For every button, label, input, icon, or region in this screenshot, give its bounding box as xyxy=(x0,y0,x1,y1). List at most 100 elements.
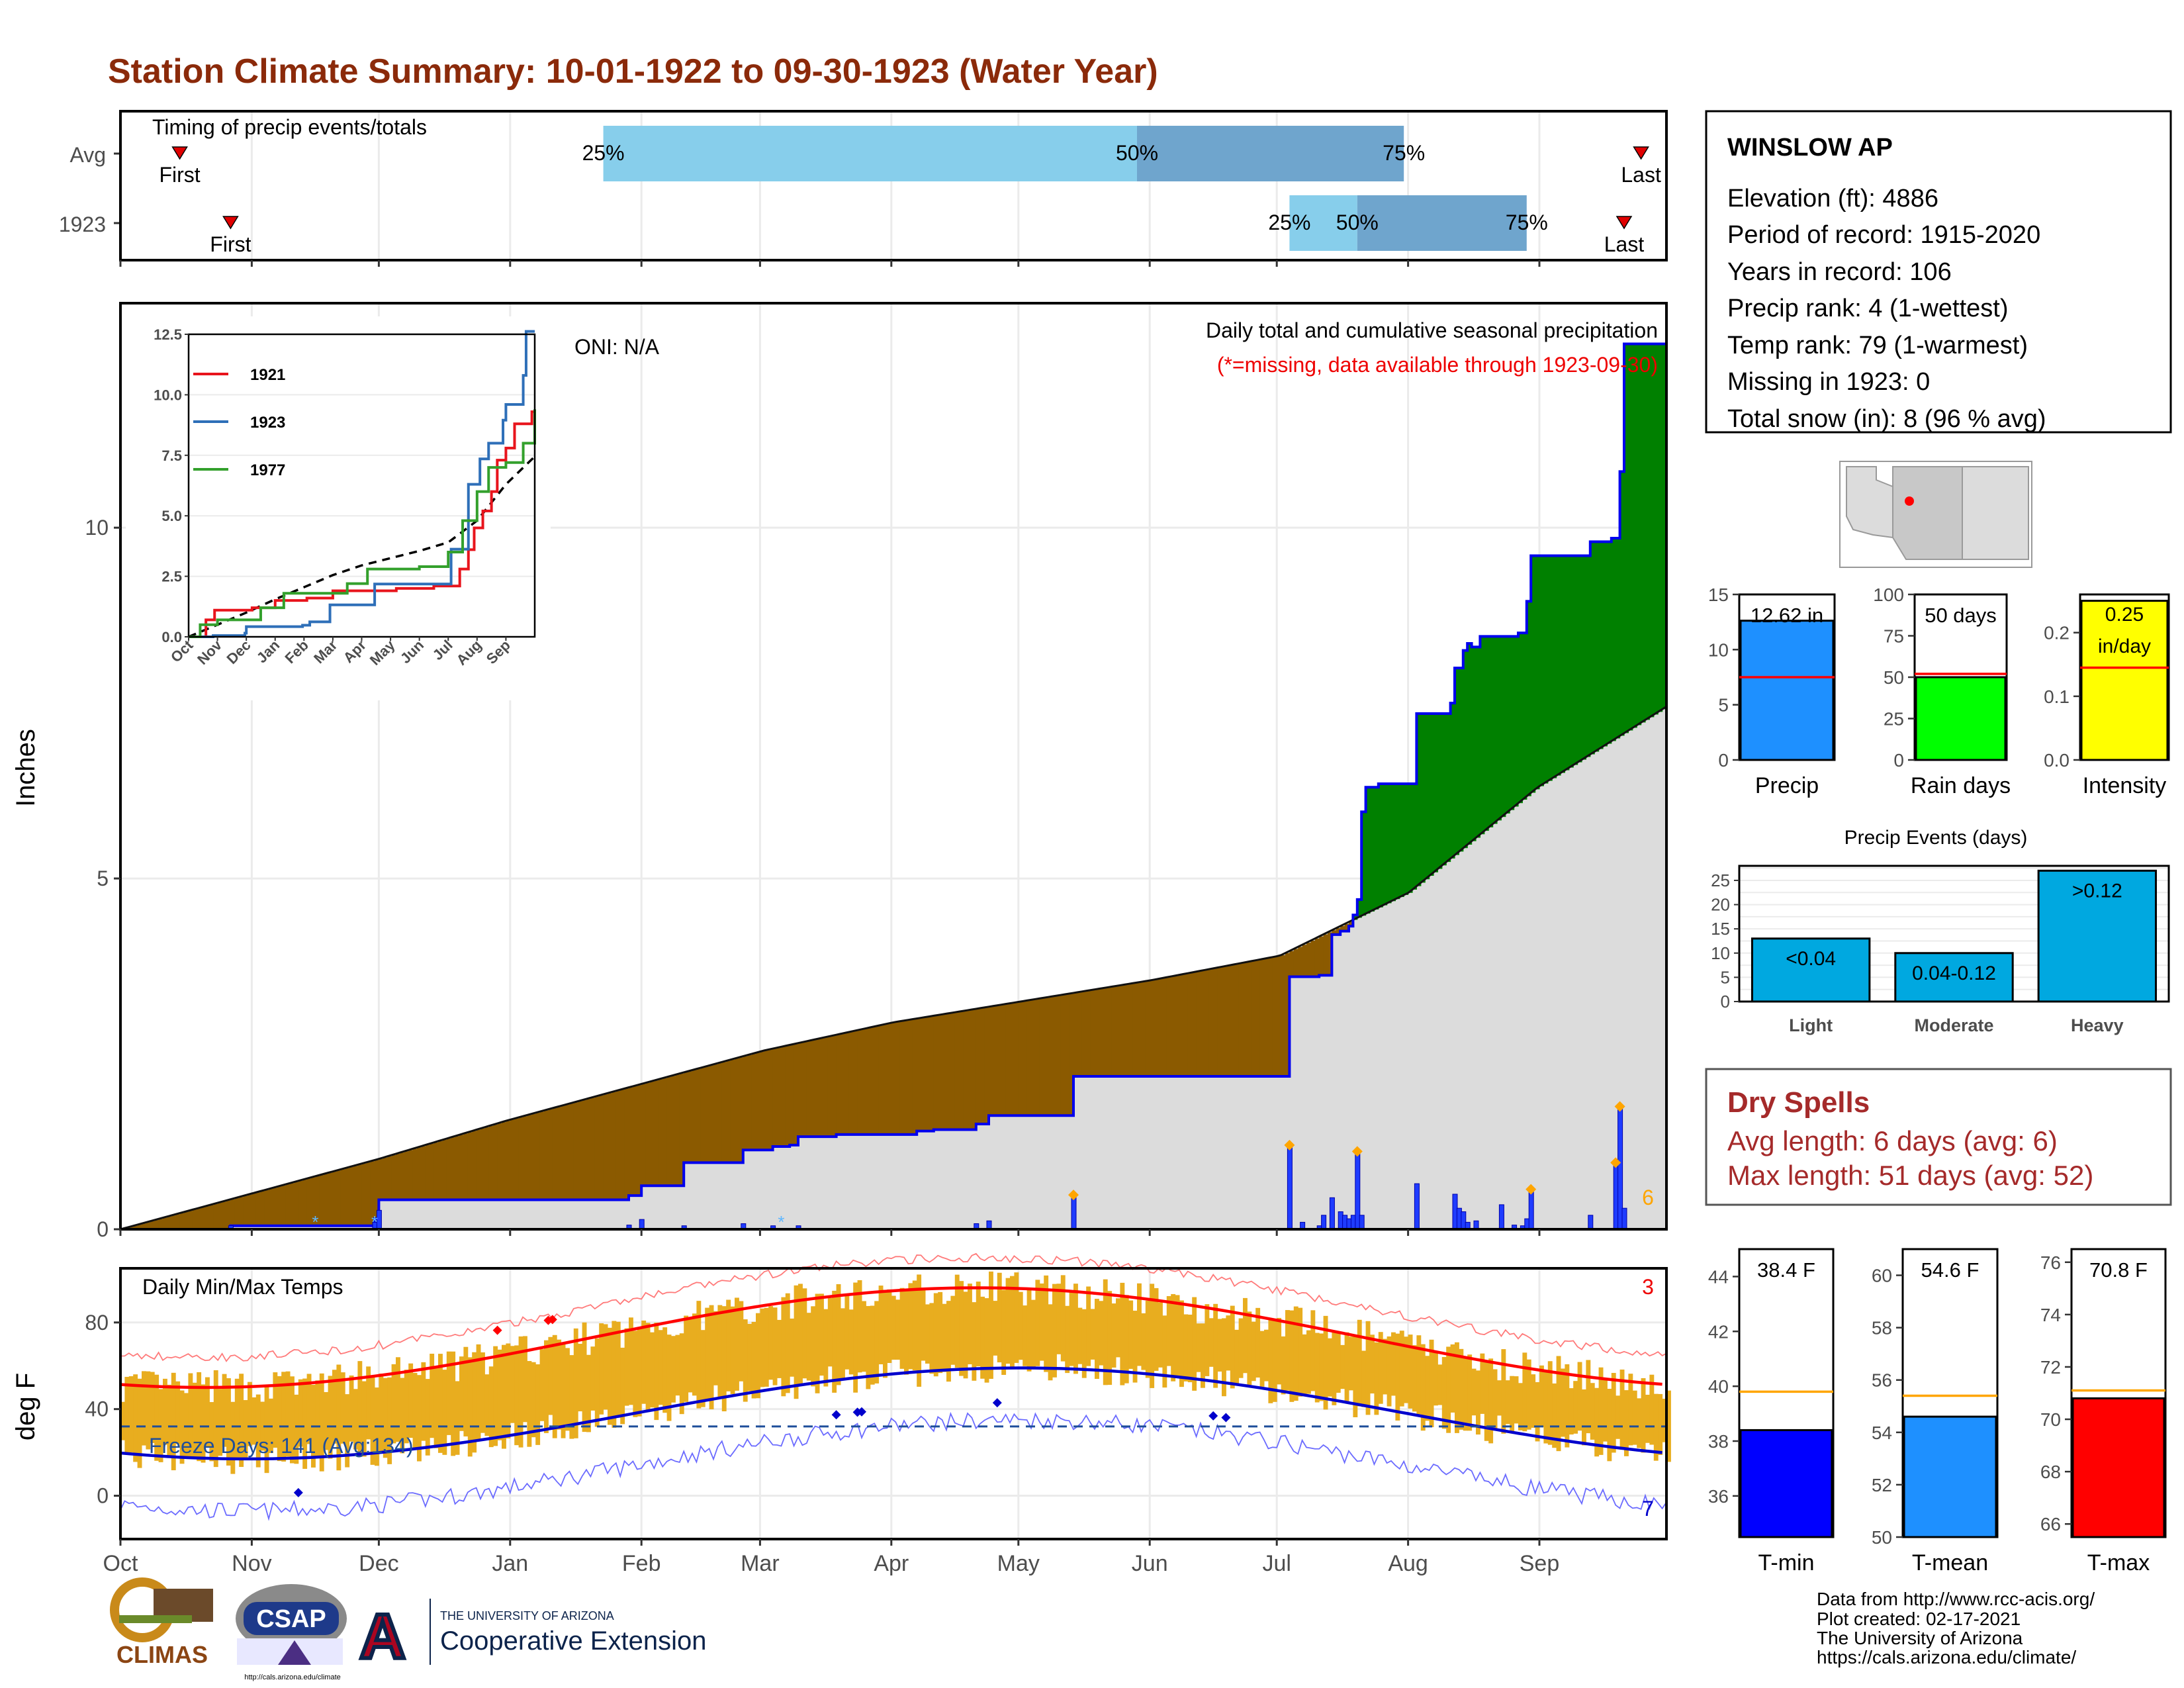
deficit-band xyxy=(451,1137,456,1200)
daily-temp-bar xyxy=(760,1308,765,1387)
inset-y-tick-label: 7.5 xyxy=(161,447,182,464)
surplus-band xyxy=(1395,783,1400,900)
deficit-band xyxy=(1251,961,1256,1076)
daily-temp-bar xyxy=(1412,1345,1417,1412)
inset-legend-label: 1921 xyxy=(250,366,285,384)
daily-temp-bar xyxy=(1556,1356,1561,1452)
station-name: WINSLOW AP xyxy=(1727,134,1893,162)
deficit-band xyxy=(1014,1002,1019,1116)
deficit-band xyxy=(332,1171,337,1226)
daily-temp-bar xyxy=(565,1348,570,1431)
deficit-band xyxy=(1023,1001,1028,1116)
deficit-band xyxy=(700,1068,705,1163)
daily-temp-bar xyxy=(989,1271,993,1379)
station-snow: Total snow (in): 8 (96 % avg) xyxy=(1727,405,2046,433)
daily-temp-bar xyxy=(518,1336,523,1448)
precip-y-axis-title: Inches xyxy=(11,729,40,807)
last-event-label: Last xyxy=(1604,232,1645,256)
rain-days-y-tick-label: 50 xyxy=(1884,667,1904,688)
daily-temp-bar xyxy=(455,1381,460,1455)
deficit-band xyxy=(408,1150,414,1200)
daily-temp-bar xyxy=(848,1309,854,1375)
deficit-band xyxy=(1201,970,1205,1076)
daily-temp-bar xyxy=(1526,1359,1531,1430)
deficit-band xyxy=(1154,979,1159,1076)
daily-temp-bar xyxy=(1441,1356,1447,1429)
daily-max-marker xyxy=(1068,1190,1079,1201)
daily-temp-bar xyxy=(1349,1336,1353,1391)
precip-y-tick-label: 10 xyxy=(85,516,109,539)
deficit-band xyxy=(1026,1000,1032,1116)
deficit-band xyxy=(658,1079,663,1186)
max-precip-count: 6 xyxy=(1642,1186,1654,1209)
deficit-band xyxy=(1103,988,1108,1076)
events-y-tick-label: 0 xyxy=(1721,992,1730,1011)
deficit-band xyxy=(1285,953,1290,1076)
daily-temp-bar xyxy=(1594,1387,1600,1457)
deficit-band xyxy=(353,1166,358,1226)
daily-temp-bar xyxy=(1060,1275,1066,1362)
daily-temp-bar xyxy=(1141,1313,1146,1370)
deficit-band xyxy=(366,1162,371,1226)
deficit-band xyxy=(548,1109,553,1200)
daily-temp-bar xyxy=(1044,1275,1049,1372)
surplus-band xyxy=(1450,703,1455,859)
daily-max-marker xyxy=(1525,1184,1537,1195)
deficit-band xyxy=(1226,966,1231,1076)
daily-temp-bar xyxy=(624,1328,629,1406)
deficit-band xyxy=(234,1197,240,1226)
deficit-band xyxy=(226,1200,231,1229)
surplus-band xyxy=(1603,541,1608,747)
temp-y-tick-label: 40 xyxy=(85,1397,109,1421)
climas-logo: CLIMAS xyxy=(110,1577,213,1668)
deficit-band xyxy=(1162,978,1167,1076)
daily-temp-bar xyxy=(959,1281,964,1376)
daily-precip-bar xyxy=(1287,1145,1293,1230)
deficit-band xyxy=(781,1047,786,1147)
daily-temp-bar xyxy=(1535,1382,1540,1442)
daily-temp-bar xyxy=(1293,1306,1298,1401)
deficit-band xyxy=(412,1149,418,1200)
credit-data-source: Data from http://www.rcc-acis.org/ xyxy=(1817,1589,2095,1609)
daily-temp-bar xyxy=(794,1285,799,1399)
daily-temp-bar xyxy=(713,1311,718,1385)
timing-p50-label: 50% xyxy=(1336,211,1379,234)
deficit-band xyxy=(921,1017,926,1131)
daily-temp-bar xyxy=(612,1321,617,1428)
climatology-line xyxy=(120,706,1667,1231)
daily-temp-bar xyxy=(1408,1335,1413,1409)
deficit-band xyxy=(1065,994,1070,1116)
deficit-band xyxy=(1213,968,1218,1076)
tmin-y-tick-label: 44 xyxy=(1708,1266,1729,1287)
deficit-band xyxy=(184,1211,189,1229)
ua-a-mark: A xyxy=(359,1601,405,1672)
deficit-band xyxy=(866,1028,871,1135)
daily-temp-bar xyxy=(832,1290,837,1393)
daily-temp-bar xyxy=(315,1380,320,1458)
deficit-band xyxy=(938,1015,943,1130)
daily-temp-bar xyxy=(1319,1333,1324,1401)
daily-temp-bar xyxy=(1476,1370,1480,1435)
daily-temp-bar xyxy=(1471,1368,1477,1416)
deficit-band xyxy=(527,1115,532,1200)
daily-temp-bar xyxy=(1230,1305,1235,1389)
inset-y-tick-label: 5.0 xyxy=(161,508,182,524)
deficit-band xyxy=(171,1215,176,1229)
deficit-band xyxy=(1124,984,1129,1076)
deficit-band xyxy=(324,1174,329,1226)
deficit-band xyxy=(1166,977,1171,1076)
daily-temp-bar xyxy=(502,1344,506,1449)
tmean-y-tick-label: 56 xyxy=(1872,1370,1892,1391)
surplus-band xyxy=(1437,714,1443,869)
daily-temp-bar xyxy=(527,1361,532,1447)
daily-temp-bar xyxy=(1374,1342,1379,1415)
daily-temp-bar xyxy=(1577,1362,1582,1431)
surplus-band xyxy=(1455,668,1459,855)
deficit-band xyxy=(819,1038,824,1137)
deficit-band xyxy=(539,1111,545,1200)
deficit-band xyxy=(692,1070,697,1163)
daily-temp-bar xyxy=(1175,1295,1180,1377)
daily-temp-bar xyxy=(1158,1302,1163,1368)
deficit-band xyxy=(391,1154,396,1200)
